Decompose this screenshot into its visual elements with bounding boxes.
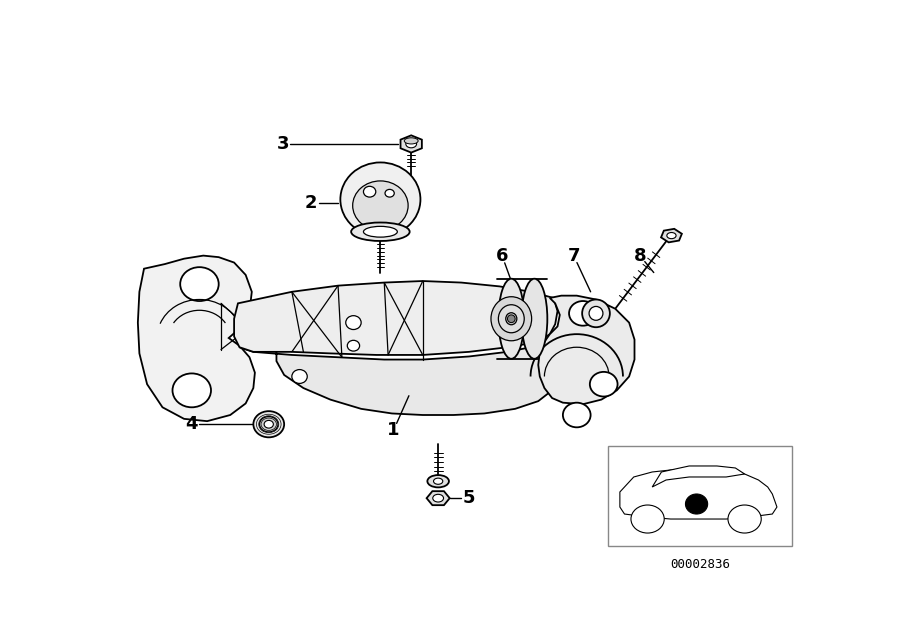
Ellipse shape [590,307,603,320]
Ellipse shape [346,316,361,330]
Text: 00002836: 00002836 [670,558,730,572]
Ellipse shape [353,181,408,231]
Text: 2: 2 [305,194,318,212]
Polygon shape [239,330,562,415]
Ellipse shape [364,186,376,197]
Polygon shape [538,296,634,404]
Ellipse shape [728,505,761,533]
Ellipse shape [406,140,417,148]
Text: 1: 1 [387,422,400,439]
Ellipse shape [667,232,676,239]
Ellipse shape [686,494,707,514]
Ellipse shape [340,163,420,236]
Text: 3: 3 [276,135,289,153]
Ellipse shape [428,475,449,488]
Ellipse shape [254,411,284,438]
Polygon shape [620,468,777,519]
Text: 8: 8 [634,246,646,265]
Ellipse shape [631,505,664,533]
Ellipse shape [259,417,278,432]
Ellipse shape [364,226,397,237]
Ellipse shape [180,267,219,301]
Polygon shape [661,229,682,243]
Polygon shape [234,281,557,355]
Polygon shape [400,135,422,152]
Ellipse shape [582,300,610,327]
Ellipse shape [433,494,444,502]
Ellipse shape [491,297,532,341]
Ellipse shape [385,189,394,197]
Text: 4: 4 [185,415,198,433]
Ellipse shape [562,403,590,427]
Ellipse shape [292,370,307,384]
Ellipse shape [347,340,360,351]
Ellipse shape [351,222,410,241]
Text: 5: 5 [463,489,475,507]
Polygon shape [652,466,744,487]
Ellipse shape [508,315,515,323]
Text: 6: 6 [496,246,508,265]
Ellipse shape [499,305,524,333]
Polygon shape [427,491,450,505]
Ellipse shape [499,279,524,359]
Ellipse shape [506,313,517,324]
Ellipse shape [264,420,274,428]
Ellipse shape [569,301,597,326]
Ellipse shape [173,373,211,407]
Ellipse shape [590,372,617,396]
Text: 7: 7 [567,246,580,265]
Ellipse shape [521,279,547,359]
Polygon shape [138,256,255,421]
Bar [608,446,792,546]
Ellipse shape [434,478,443,485]
Ellipse shape [404,138,419,144]
